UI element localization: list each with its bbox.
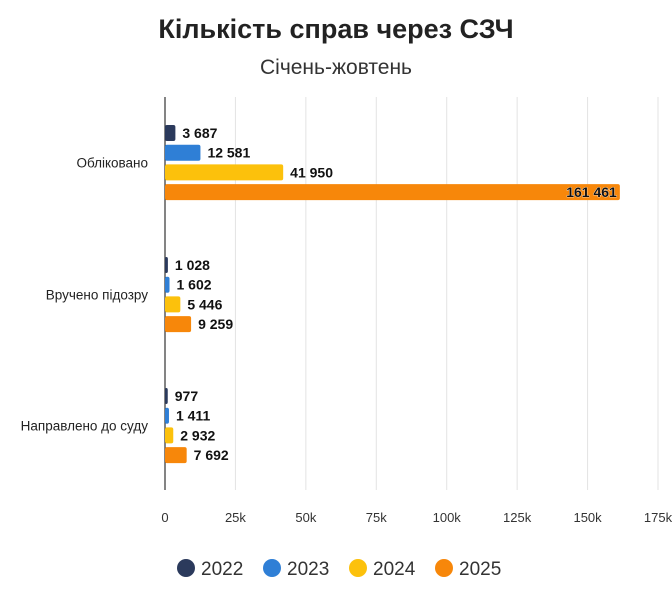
data-label: 1 411	[176, 408, 210, 424]
x-tick-label: 0	[161, 510, 168, 525]
x-tick-label: 100k	[433, 510, 462, 525]
bar-2024	[165, 427, 174, 444]
legend-label: 2025	[459, 559, 501, 580]
data-label: 7 692	[194, 447, 229, 463]
data-label: 5 446	[187, 296, 222, 312]
data-label: 9 259	[198, 316, 233, 332]
x-tick-label: 125k	[503, 510, 532, 525]
bar-2024	[165, 296, 181, 313]
category-label: Вручено підозру	[46, 288, 148, 303]
bar-2023	[165, 276, 170, 293]
bar-2025	[165, 447, 187, 464]
x-tick-label: 150k	[573, 510, 602, 525]
legend-marker-2024	[349, 559, 367, 577]
x-tick-label: 25k	[225, 510, 246, 525]
data-label: 161 461	[566, 184, 617, 200]
data-label: 977	[175, 388, 199, 404]
bar-2022	[165, 125, 176, 141]
bar-2022	[165, 257, 168, 273]
legend-label: 2022	[201, 559, 243, 580]
category-label: Обліковано	[76, 156, 148, 171]
data-label: 3 687	[182, 125, 217, 141]
bar-2024	[165, 164, 284, 181]
legend-marker-2022	[177, 559, 195, 577]
bar-2023	[165, 407, 169, 424]
legend-label: 2023	[287, 559, 329, 580]
legend-label: 2024	[373, 559, 416, 580]
data-label: 2 932	[180, 427, 215, 443]
category-label: Направлено до суду	[21, 419, 149, 434]
chart-subtitle: Січень-жовтень	[259, 56, 412, 79]
bar-2023	[165, 144, 201, 161]
data-label: 41 950	[290, 164, 333, 180]
x-tick-label: 75k	[366, 510, 387, 525]
bar-2025	[165, 184, 620, 201]
data-label: 1 602	[177, 277, 212, 293]
data-label: 12 581	[207, 145, 250, 161]
data-label: 1 028	[175, 257, 210, 273]
chart-title: Кількість справ через СЗЧ	[158, 14, 514, 44]
legend-marker-2025	[435, 559, 453, 577]
legend-marker-2023	[263, 559, 281, 577]
bar-2022	[165, 388, 168, 404]
x-tick-label: 175k	[644, 510, 672, 525]
bar-2025	[165, 316, 192, 333]
x-tick-label: 50k	[295, 510, 316, 525]
